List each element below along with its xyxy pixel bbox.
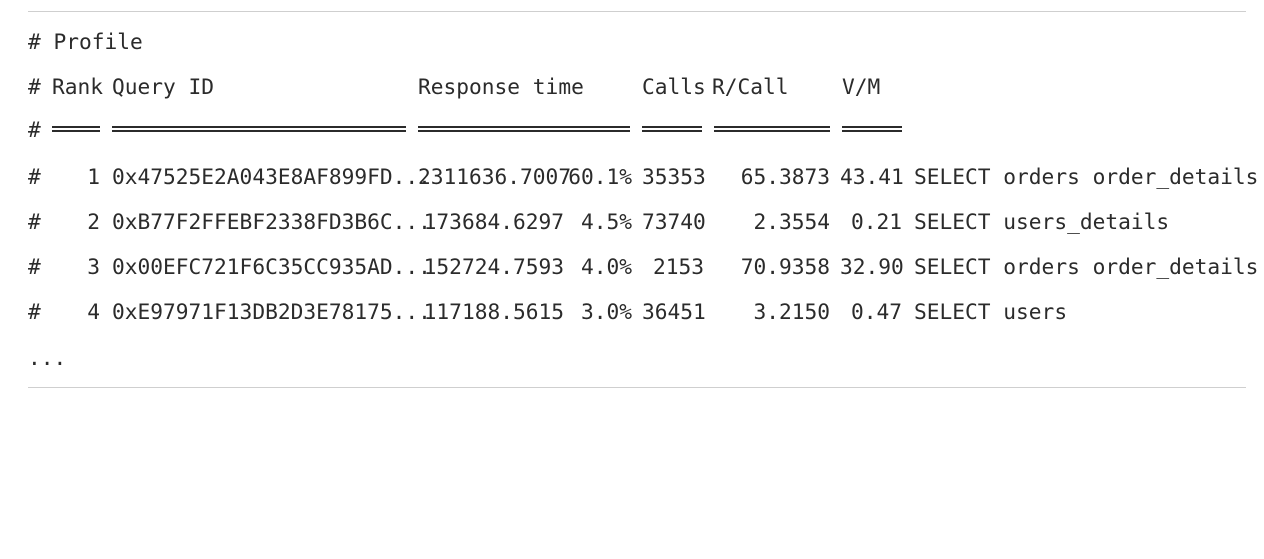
separator-query-id bbox=[112, 126, 406, 132]
header-r-call: R/Call bbox=[712, 74, 789, 99]
header-calls: Calls bbox=[642, 74, 706, 99]
row-calls: 73740 bbox=[642, 209, 706, 234]
row-response-time: 117188.5615 bbox=[423, 299, 564, 324]
separator-calls bbox=[642, 126, 702, 132]
row-query-id: 0xB77F2FFEBF2338FD3B6C... bbox=[112, 209, 431, 234]
row-calls: 36451 bbox=[642, 299, 706, 324]
separator-r-call bbox=[714, 126, 830, 132]
header-separator: # bbox=[28, 117, 54, 169]
row-vm: 0.21 bbox=[850, 209, 902, 234]
row-r-call: 2.3554 bbox=[753, 209, 830, 234]
row-query-id: 0xE97971F13DB2D3E78175... bbox=[112, 299, 431, 324]
header-response-time: Response time bbox=[418, 74, 584, 99]
row-vm: 32.90 bbox=[840, 254, 904, 279]
row-query-id: 0x47525E2A043E8AF899FD... bbox=[112, 164, 431, 189]
row-hash: # bbox=[28, 209, 41, 234]
row-item: SELECT orders order_details bbox=[914, 164, 1259, 189]
row-item: SELECT users_details bbox=[914, 209, 1170, 234]
row-hash: # bbox=[28, 164, 41, 189]
header-vm: V/M bbox=[842, 74, 881, 99]
row-percent: 60.1% bbox=[568, 164, 632, 189]
row-percent: 4.5% bbox=[580, 209, 632, 234]
row-response-time: 152724.7593 bbox=[423, 254, 564, 279]
header-hash: # bbox=[28, 74, 41, 99]
row-percent: 3.0% bbox=[580, 299, 632, 324]
top-divider bbox=[28, 11, 1246, 12]
row-response-time: 2311636.7007 bbox=[418, 164, 572, 189]
header-query-id: Query ID bbox=[112, 74, 215, 99]
table-row: # 1 0x47525E2A043E8AF899FD... 2311636.70… bbox=[28, 164, 1258, 424]
separator-response-time bbox=[418, 126, 630, 132]
row-r-call: 70.9358 bbox=[740, 254, 830, 279]
row-query-id: 0x00EFC721F6C35CC935AD... bbox=[112, 254, 431, 279]
row-rank: 1 bbox=[87, 164, 100, 189]
ellipsis-text: ... bbox=[28, 345, 67, 370]
row-vm: 0.47 bbox=[850, 299, 902, 324]
row-percent: 4.0% bbox=[580, 254, 632, 279]
row-calls: 2153 bbox=[652, 254, 704, 279]
row-vm: 43.41 bbox=[840, 164, 904, 189]
profile-title: # Profile bbox=[28, 29, 143, 81]
row-r-call: 3.2150 bbox=[753, 299, 830, 324]
row-item: SELECT users bbox=[914, 299, 1068, 324]
row-r-call: 65.3873 bbox=[740, 164, 830, 189]
row-rank: 2 bbox=[87, 209, 100, 234]
separator-vm bbox=[842, 126, 902, 132]
row-item: SELECT orders order_details bbox=[914, 254, 1259, 279]
header-rank: Rank bbox=[52, 74, 104, 99]
table-header: # Rank Query ID Response time Calls R/Ca… bbox=[28, 74, 880, 282]
row-rank: 3 bbox=[87, 254, 100, 279]
table-row: # 3 0x00EFC721F6C35CC935AD... 152724.759… bbox=[28, 254, 1258, 514]
row-hash: # bbox=[28, 254, 41, 279]
bottom-divider bbox=[28, 387, 1246, 388]
table-row: # 2 0xB77F2FFEBF2338FD3B6C... 173684.629… bbox=[28, 209, 1169, 469]
row-response-time: 173684.6297 bbox=[423, 209, 564, 234]
profile-title-text: # Profile bbox=[28, 29, 143, 54]
row-rank: 4 bbox=[87, 299, 100, 324]
separator-rank bbox=[52, 126, 100, 132]
row-calls: 35353 bbox=[642, 164, 706, 189]
continuation-ellipsis: ... bbox=[28, 345, 66, 397]
row-hash: # bbox=[28, 299, 41, 324]
table-row: # 4 0xE97971F13DB2D3E78175... 117188.561… bbox=[28, 299, 1067, 559]
separator-hash: # bbox=[28, 117, 41, 142]
